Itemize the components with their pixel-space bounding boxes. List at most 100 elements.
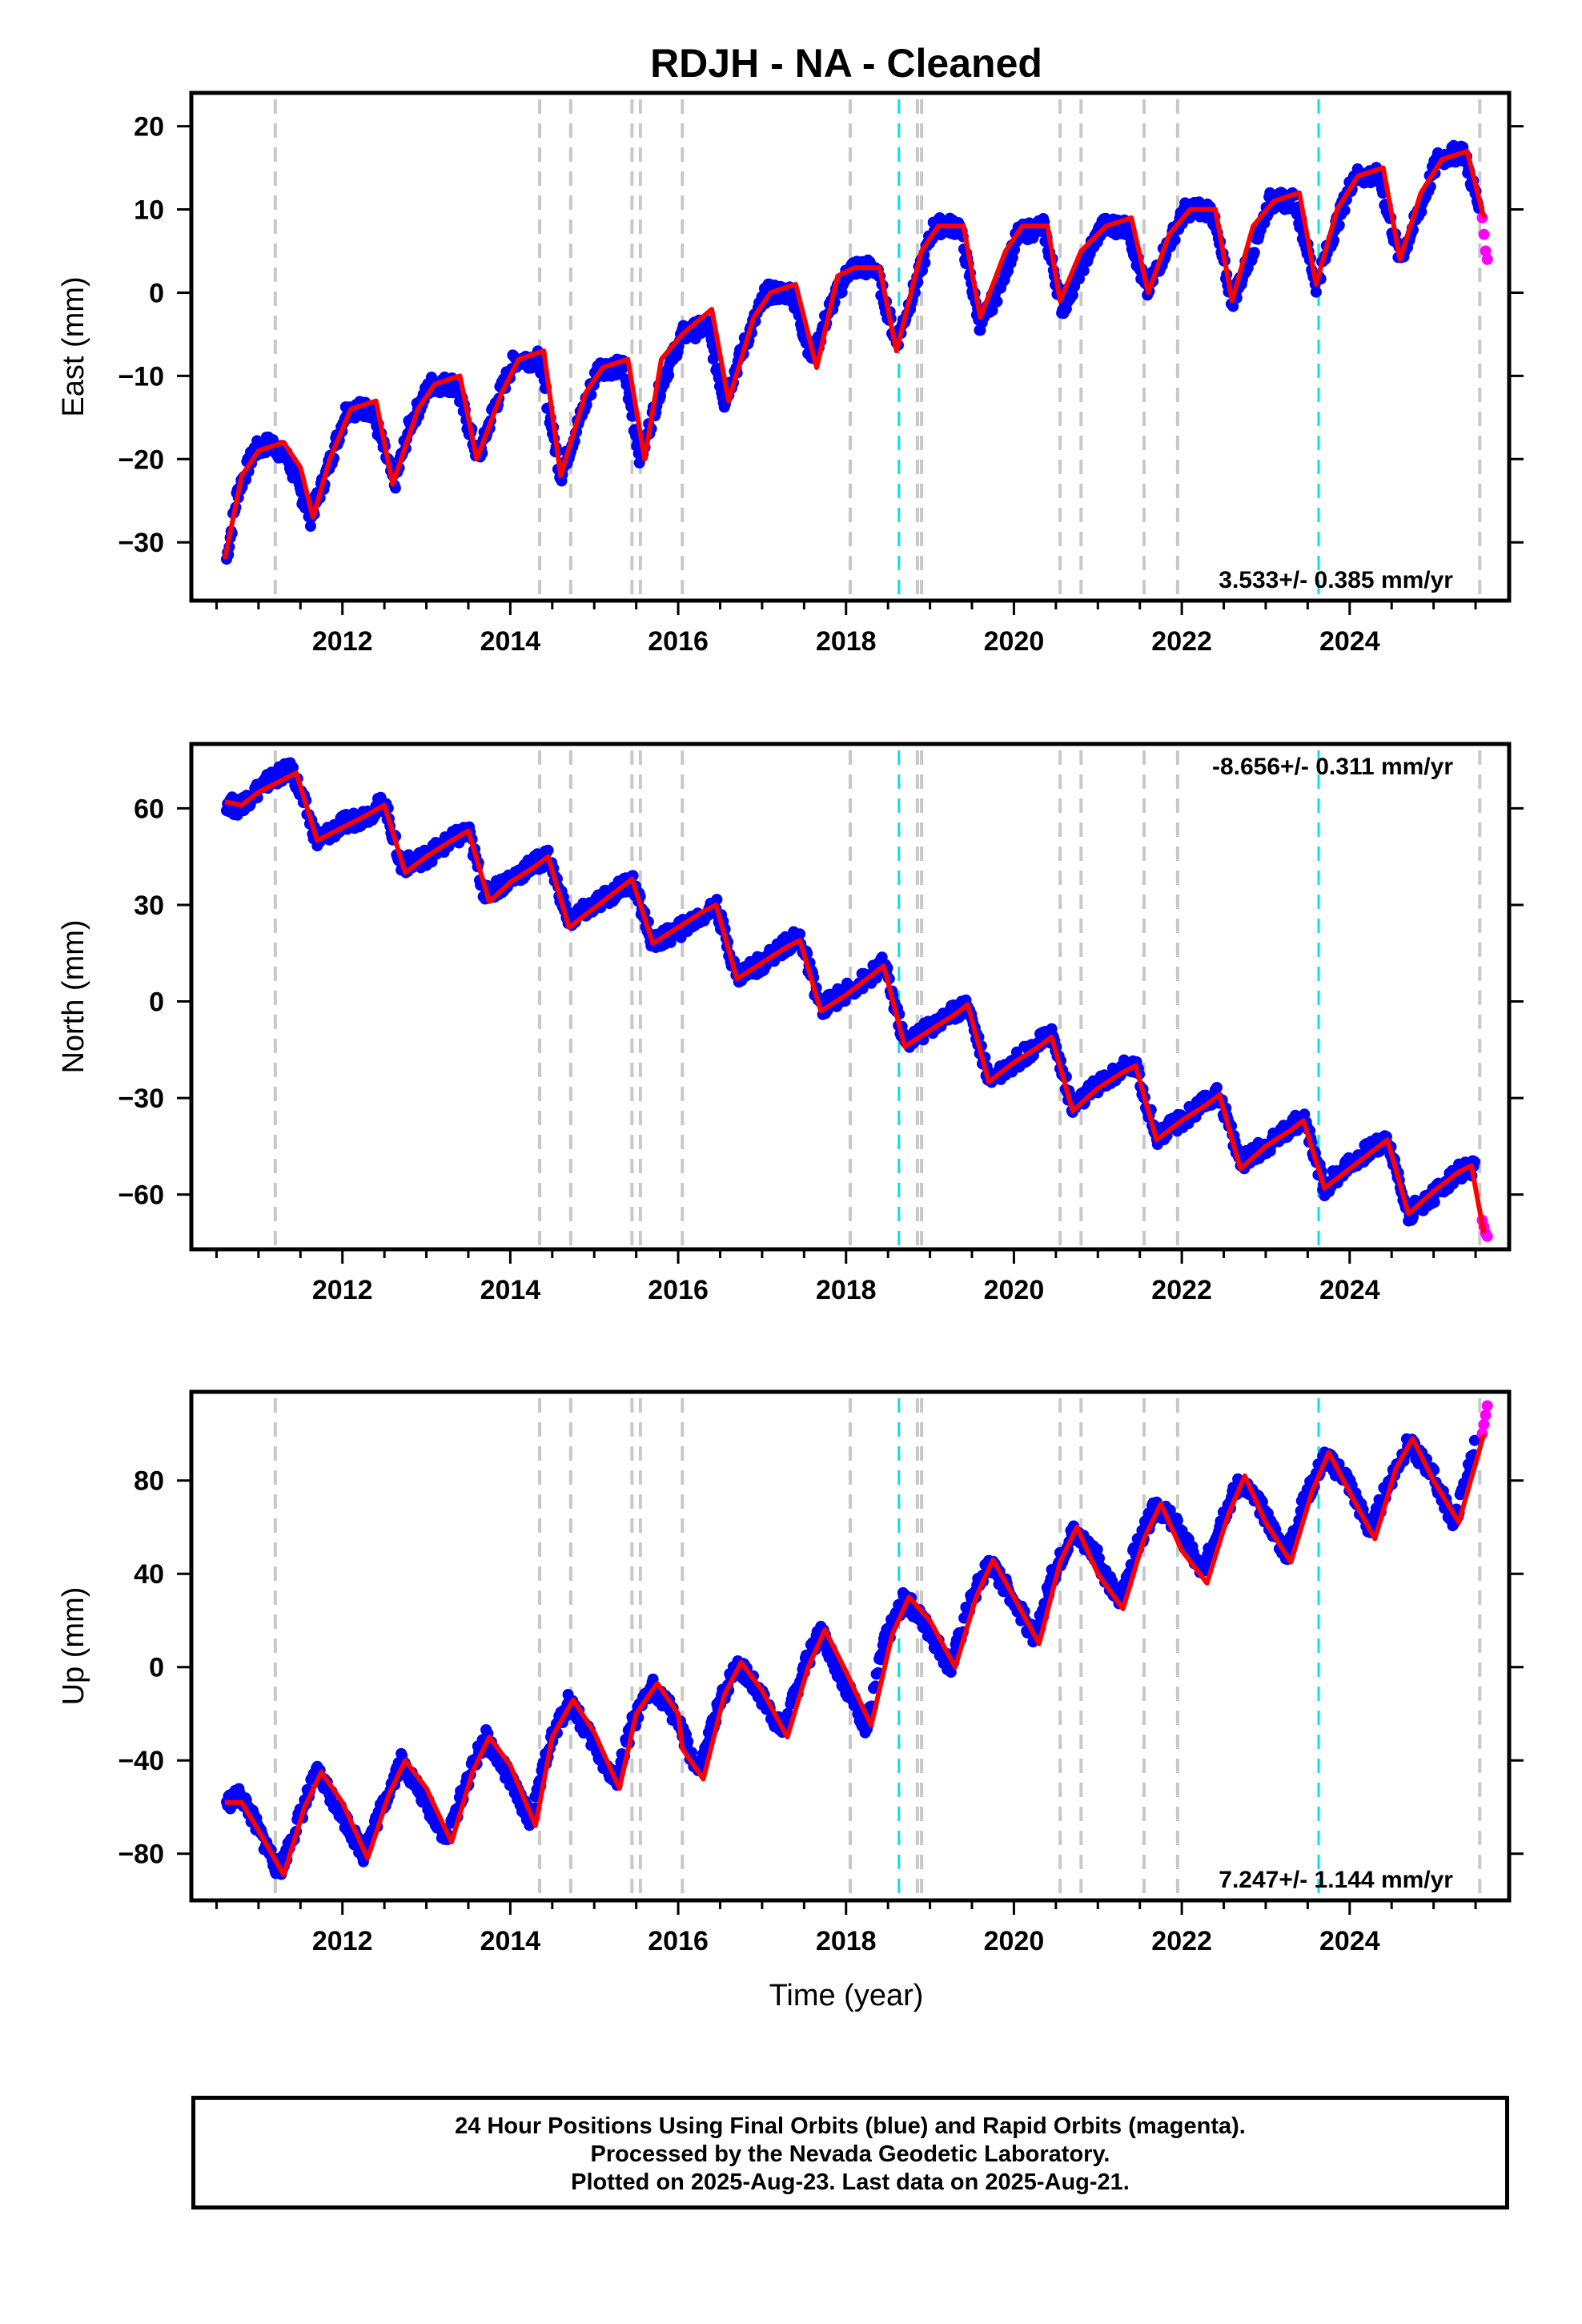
data-point bbox=[1066, 289, 1078, 301]
data-point bbox=[1091, 1543, 1103, 1555]
x-tick-label: 2016 bbox=[648, 626, 709, 657]
x-tick-label: 2022 bbox=[1151, 1275, 1212, 1305]
x-tick-label: 2024 bbox=[1319, 626, 1380, 657]
x-tick-label: 2018 bbox=[816, 1275, 877, 1305]
y-tick-label: −40 bbox=[118, 1746, 164, 1776]
y-axis: 20 10 0 −10 −20 −30 bbox=[118, 112, 1524, 558]
y-tick-label: −30 bbox=[118, 1084, 164, 1114]
y-tick-label: 0 bbox=[149, 987, 164, 1018]
panel-3: 2012 2014 2016 2018 2020 2022 2024 80 40 0 −40 −80 U… bbox=[57, 1389, 1524, 1956]
data-point bbox=[287, 762, 299, 774]
y-tick-label: 30 bbox=[134, 891, 164, 921]
final-orbit-points bbox=[221, 139, 1485, 565]
y-tick-label: −60 bbox=[118, 1180, 164, 1211]
x-tick-label: 2012 bbox=[312, 1275, 373, 1305]
model-fit-line bbox=[222, 148, 1487, 560]
data-point bbox=[945, 1667, 957, 1678]
y-tick-label: 20 bbox=[134, 112, 164, 143]
rapid-point bbox=[1481, 1230, 1493, 1242]
x-tick-label: 2014 bbox=[480, 626, 541, 657]
rapid-point bbox=[1478, 1418, 1490, 1430]
y-tick-label: 60 bbox=[134, 794, 164, 824]
page-title: RDJH - NA - Cleaned bbox=[650, 41, 1042, 86]
x-tick-label: 2022 bbox=[1151, 626, 1212, 657]
data-point bbox=[919, 257, 931, 269]
data-point bbox=[1094, 1552, 1105, 1564]
data-point bbox=[1468, 1434, 1480, 1446]
data-point bbox=[1169, 234, 1181, 246]
rapid-point bbox=[1481, 1400, 1493, 1412]
y-tick-label: 80 bbox=[134, 1466, 164, 1497]
data-point bbox=[1333, 219, 1345, 231]
rapid-point bbox=[1481, 253, 1493, 265]
panel-1: 2012 2014 2016 2018 2020 2022 2024 20 10 0 −10 −20 −… bbox=[57, 90, 1524, 657]
x-axis-label: Time (year) bbox=[769, 1979, 924, 2012]
x-tick-label: 2024 bbox=[1319, 1275, 1380, 1305]
y-axis-label: North (mm) bbox=[57, 919, 90, 1073]
data-point bbox=[682, 1735, 694, 1747]
y-tick-label: −10 bbox=[118, 361, 164, 392]
data-point bbox=[1248, 247, 1260, 259]
data-point bbox=[1310, 286, 1322, 298]
rapid-point bbox=[1480, 245, 1492, 257]
y-tick-label: 0 bbox=[149, 278, 164, 308]
data-point bbox=[1428, 1196, 1440, 1208]
data-point bbox=[1339, 204, 1351, 216]
y-axis: 60 30 0 −30 −60 bbox=[118, 794, 1524, 1211]
panel-2: 2012 2014 2016 2018 2020 2022 2024 60 30 0 −30 −60 N… bbox=[57, 742, 1524, 1305]
velocity-rate-label: -8.656+/- 0.311 mm/yr bbox=[1212, 754, 1453, 780]
data-point bbox=[542, 844, 554, 856]
data-point bbox=[663, 369, 675, 381]
y-tick-label: 40 bbox=[134, 1559, 164, 1590]
panels: 2012 2014 2016 2018 2020 2022 2024 20 10 0 −10 −20 −… bbox=[57, 90, 1524, 1956]
x-tick-label: 2016 bbox=[648, 1275, 709, 1305]
x-tick-label: 2018 bbox=[816, 626, 877, 657]
x-tick-label: 2020 bbox=[984, 1275, 1045, 1305]
data-point bbox=[1171, 1514, 1183, 1526]
data-point bbox=[991, 296, 1003, 308]
y-axis-label: East (mm) bbox=[57, 276, 90, 416]
x-tick-label: 2016 bbox=[648, 1926, 709, 1956]
x-tick-label: 2020 bbox=[984, 626, 1045, 657]
y-tick-label: 0 bbox=[149, 1653, 164, 1683]
data-point bbox=[1211, 1082, 1223, 1093]
model-fit-line bbox=[224, 770, 1487, 1234]
x-tick-label: 2014 bbox=[480, 1275, 541, 1305]
y-tick-label: 10 bbox=[134, 195, 164, 226]
x-tick-label: 2012 bbox=[312, 626, 373, 657]
rapid-point bbox=[1480, 1409, 1492, 1421]
x-tick-label: 2022 bbox=[1151, 1926, 1212, 1956]
velocity-rate-label: 7.247+/- 1.144 mm/yr bbox=[1219, 1867, 1453, 1893]
y-tick-label: −30 bbox=[118, 528, 164, 558]
rapid-point bbox=[1478, 228, 1490, 240]
data-point bbox=[707, 353, 719, 365]
caption-box: 24 Hour Positions Using Final Orbits (bl… bbox=[191, 2096, 1509, 2209]
data-point bbox=[304, 521, 316, 532]
x-tick-label: 2024 bbox=[1319, 1926, 1380, 1956]
x-tick-label: 2020 bbox=[984, 1926, 1045, 1956]
data-point bbox=[986, 304, 998, 316]
data-point bbox=[1078, 265, 1090, 277]
x-tick-label: 2012 bbox=[312, 1926, 373, 1956]
model-fit-line bbox=[224, 1433, 1487, 1877]
caption-line-1: 24 Hour Positions Using Final Orbits (bl… bbox=[455, 2113, 1246, 2139]
x-tick-label: 2014 bbox=[480, 1926, 541, 1956]
x-axis: 2012 2014 2016 2018 2020 2022 2024 bbox=[215, 1902, 1477, 1956]
y-axis-label: Up (mm) bbox=[57, 1587, 90, 1706]
data-point bbox=[1227, 300, 1239, 312]
y-tick-label: −80 bbox=[118, 1839, 164, 1870]
plot-frame bbox=[189, 1389, 1512, 1903]
caption-line-3: Plotted on 2025-Aug-23. Last data on 202… bbox=[571, 2169, 1130, 2195]
x-tick-label: 2018 bbox=[816, 1926, 877, 1956]
plot-frame bbox=[189, 90, 1512, 603]
data-point bbox=[1415, 206, 1427, 218]
velocity-rate-label: 3.533+/- 0.385 mm/yr bbox=[1219, 567, 1453, 593]
y-axis: 80 40 0 −40 −80 bbox=[118, 1466, 1524, 1870]
x-axis: 2012 2014 2016 2018 2020 2022 2024 bbox=[215, 602, 1477, 657]
plot-frame bbox=[189, 742, 1512, 1252]
x-axis: 2012 2014 2016 2018 2020 2022 2024 bbox=[215, 1251, 1477, 1305]
y-tick-label: −20 bbox=[118, 444, 164, 475]
caption-line-2: Processed by the Nevada Geodetic Laborat… bbox=[590, 2141, 1110, 2167]
data-point bbox=[711, 894, 723, 906]
